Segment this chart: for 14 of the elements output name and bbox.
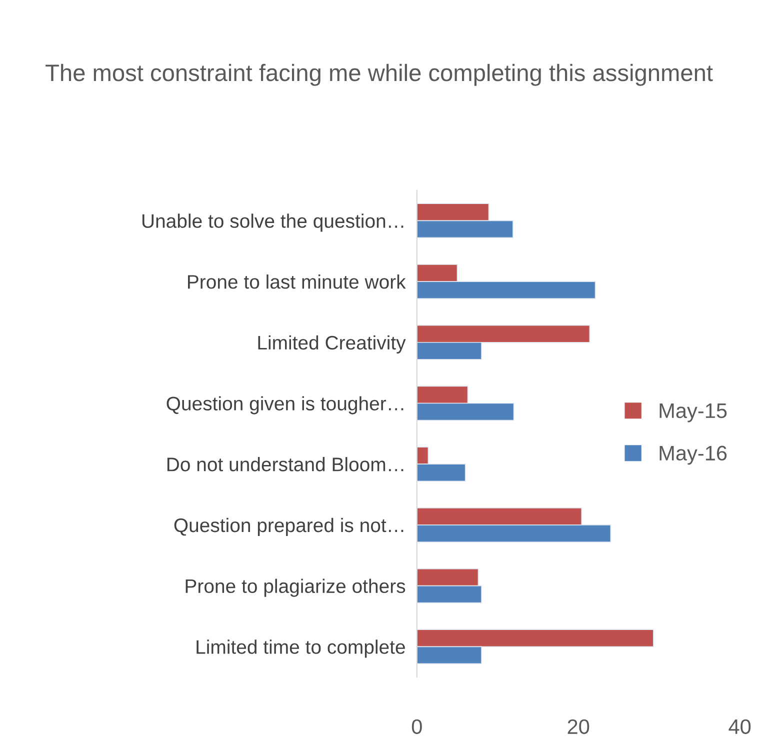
y-tick-label: Prone to last minute work (188, 274, 406, 289)
chart-title: The most constraint facing me while completing this assignment (46, 64, 713, 86)
legend-label: May-16 (660, 446, 727, 465)
legend-label: May-15 (660, 404, 727, 422)
y-tick-label: Limited Creativity (258, 335, 406, 354)
y-tick-label: Question prepared is not… (174, 518, 404, 536)
y-tick-label: Limited time to complete (196, 640, 405, 658)
x-tick-label: 20 (568, 719, 590, 734)
y-tick-label: Unable to solve the question… (142, 214, 404, 232)
y-tick-label: Do not understand Bloom… (167, 457, 404, 472)
x-tick-label: 40 (728, 719, 751, 734)
y-tick-label: Prone to plagiarize others (186, 578, 406, 597)
y-tick-label: Question given is tougher… (166, 396, 404, 414)
x-tick-label: 0 (412, 719, 422, 734)
